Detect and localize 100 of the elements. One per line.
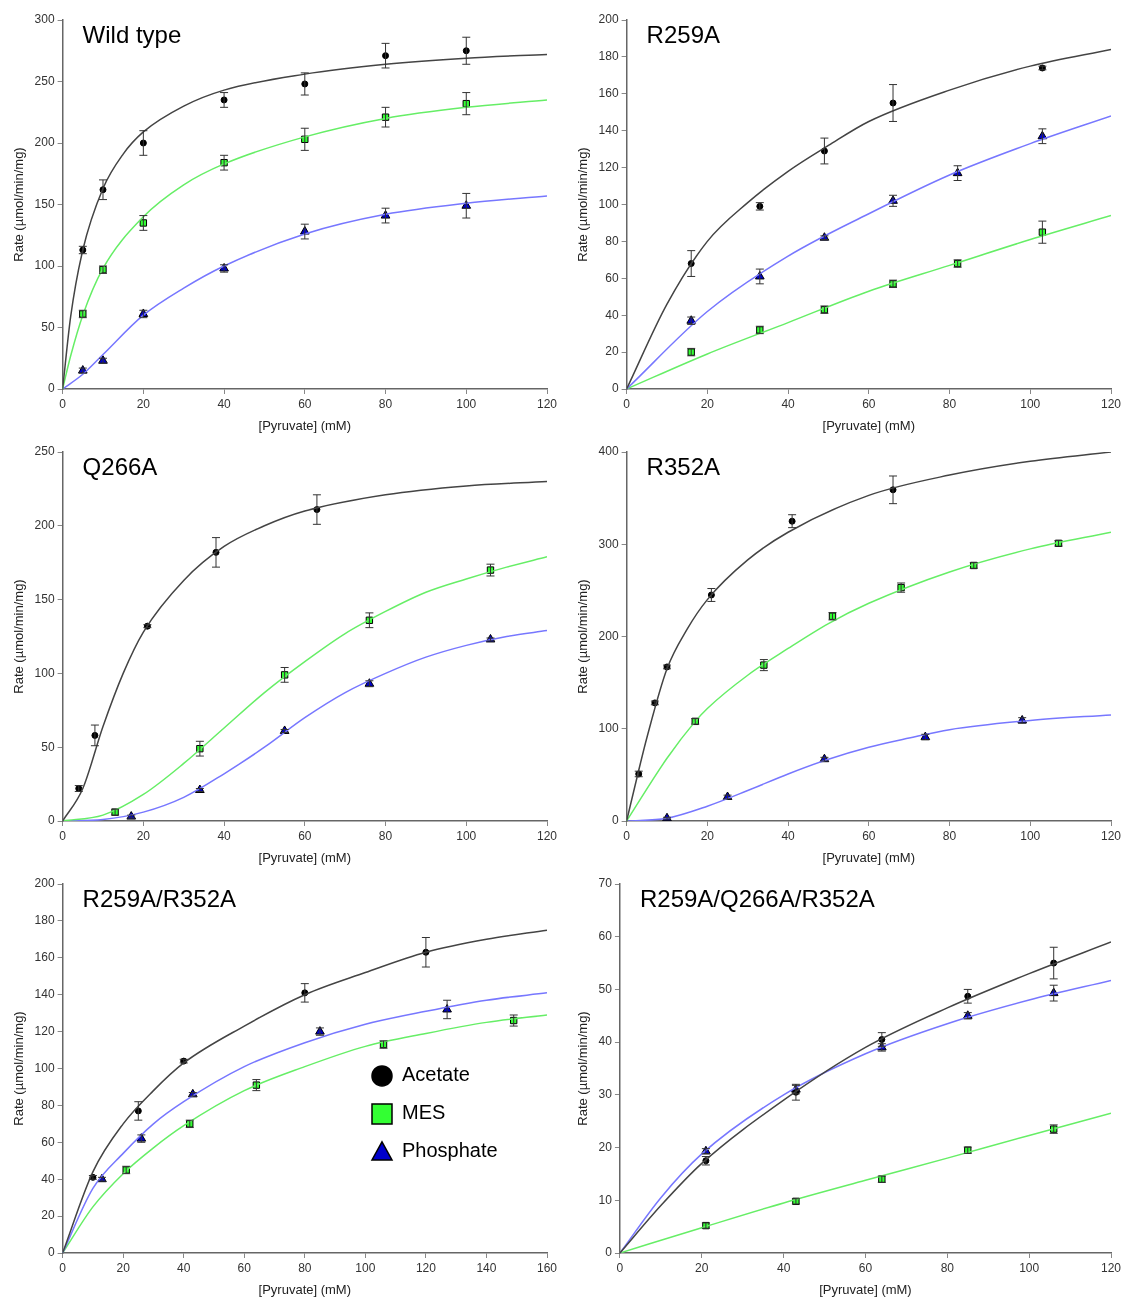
x-tick-label: 40 bbox=[776, 1260, 791, 1275]
y-tick-label: 50 bbox=[41, 739, 55, 754]
y-tick-label: 100 bbox=[34, 258, 55, 273]
x-tick-label: 80 bbox=[298, 1260, 312, 1275]
x-tick-label: 40 bbox=[177, 1260, 191, 1275]
y-tick-label: 300 bbox=[598, 536, 619, 551]
x-tick-label: 120 bbox=[1100, 396, 1122, 411]
x-tick-label: 0 bbox=[623, 828, 631, 843]
y-tick-label: 250 bbox=[34, 444, 55, 459]
y-axis-title: Rate (µmol/min/mg) bbox=[11, 1011, 27, 1126]
y-tick-label: 180 bbox=[34, 913, 55, 928]
x-tick-label: 0 bbox=[59, 828, 67, 843]
x-tick-label: 120 bbox=[536, 396, 558, 411]
y-tick-label: 100 bbox=[598, 196, 619, 211]
y-tick-label: 200 bbox=[34, 518, 55, 533]
chart-title: R259A bbox=[646, 20, 721, 48]
y-tick-label: 40 bbox=[598, 1034, 613, 1049]
y-axis-title: Rate (µmol/min/mg) bbox=[575, 1011, 591, 1126]
y-tick-label: 200 bbox=[34, 135, 55, 150]
y-tick-label: 0 bbox=[47, 813, 55, 828]
x-tick-label: 60 bbox=[862, 396, 876, 411]
y-axis-title: Rate (µmol/min/mg) bbox=[11, 579, 27, 694]
x-tick-label: 120 bbox=[1100, 1260, 1122, 1275]
chart-title: Wild type bbox=[82, 20, 182, 48]
x-tick-label: 20 bbox=[700, 828, 715, 843]
chart-title: R352A bbox=[646, 452, 721, 480]
x-tick-label: 100 bbox=[456, 828, 477, 843]
x-tick-label: 20 bbox=[695, 1260, 709, 1275]
x-tick-label: 60 bbox=[858, 1260, 873, 1275]
x-tick-label: 80 bbox=[942, 396, 957, 411]
y-tick-label: 400 bbox=[598, 444, 619, 459]
y-axis-title: Rate (µmol/min/mg) bbox=[575, 579, 591, 694]
y-tick-label: 10 bbox=[598, 1192, 613, 1207]
y-axis-title: Rate (µmol/min/mg) bbox=[575, 147, 591, 262]
y-tick-label: 250 bbox=[34, 73, 55, 88]
y-tick-label: 300 bbox=[34, 12, 55, 27]
y-tick-label: 60 bbox=[41, 1134, 55, 1149]
y-tick-label: 200 bbox=[598, 12, 619, 27]
y-tick-label: 100 bbox=[598, 721, 619, 736]
x-tick-label: 40 bbox=[217, 396, 232, 411]
y-tick-label: 80 bbox=[41, 1097, 55, 1112]
x-tick-label: 80 bbox=[942, 828, 957, 843]
x-tick-label: 160 bbox=[536, 1260, 558, 1275]
y-tick-label: 50 bbox=[41, 319, 55, 334]
legend-label: Acetate bbox=[402, 1063, 470, 1086]
x-tick-label: 80 bbox=[378, 396, 393, 411]
x-axis-title: [Pyruvate] (mM) bbox=[819, 1281, 912, 1297]
x-tick-label: 100 bbox=[1019, 1260, 1040, 1275]
y-tick-label: 0 bbox=[47, 1245, 55, 1260]
y-tick-label: 120 bbox=[34, 1023, 55, 1038]
chart-title: R259A/Q266A/R352A bbox=[639, 884, 875, 912]
y-tick-label: 20 bbox=[41, 1208, 55, 1223]
y-tick-label: 0 bbox=[611, 813, 619, 828]
x-tick-label: 20 bbox=[116, 1260, 131, 1275]
x-tick-label: 80 bbox=[378, 828, 393, 843]
x-tick-label: 60 bbox=[237, 1260, 252, 1275]
x-tick-label: 40 bbox=[781, 828, 796, 843]
legend-label: MES bbox=[402, 1101, 446, 1124]
y-tick-label: 0 bbox=[605, 1245, 613, 1260]
y-tick-label: 160 bbox=[598, 86, 619, 101]
x-tick-label: 60 bbox=[298, 828, 312, 843]
y-tick-label: 60 bbox=[605, 270, 619, 285]
x-axis-title: [Pyruvate] (mM) bbox=[822, 849, 916, 865]
x-tick-label: 60 bbox=[862, 828, 876, 843]
x-tick-label: 20 bbox=[700, 396, 715, 411]
y-tick-label: 140 bbox=[34, 987, 55, 1002]
x-tick-label: 0 bbox=[59, 1260, 67, 1275]
x-tick-label: 120 bbox=[415, 1260, 437, 1275]
x-tick-label: 0 bbox=[623, 396, 631, 411]
y-tick-label: 60 bbox=[598, 929, 613, 944]
y-tick-label: 160 bbox=[34, 950, 55, 965]
y-tick-label: 0 bbox=[611, 381, 619, 396]
x-axis-title: [Pyruvate] (mM) bbox=[258, 849, 352, 865]
chart-title: R259A/R352A bbox=[82, 884, 237, 912]
y-tick-label: 150 bbox=[34, 591, 55, 606]
y-tick-label: 80 bbox=[605, 233, 619, 248]
x-tick-label: 40 bbox=[781, 396, 796, 411]
x-tick-label: 100 bbox=[456, 396, 477, 411]
y-tick-label: 40 bbox=[605, 307, 619, 322]
y-tick-label: 50 bbox=[598, 981, 613, 996]
x-tick-label: 20 bbox=[136, 396, 151, 411]
chart-title: Q266A bbox=[82, 452, 158, 480]
y-tick-label: 40 bbox=[41, 1171, 55, 1186]
x-tick-label: 140 bbox=[476, 1260, 497, 1275]
y-tick-label: 30 bbox=[598, 1087, 613, 1102]
x-tick-label: 120 bbox=[1100, 828, 1122, 843]
x-tick-label: 80 bbox=[940, 1260, 955, 1275]
y-tick-label: 100 bbox=[34, 1060, 55, 1075]
x-tick-label: 100 bbox=[355, 1260, 376, 1275]
x-tick-label: 60 bbox=[298, 396, 312, 411]
y-tick-label: 70 bbox=[598, 876, 613, 891]
y-tick-label: 100 bbox=[34, 665, 55, 680]
x-tick-label: 20 bbox=[136, 828, 151, 843]
x-tick-label: 120 bbox=[536, 828, 558, 843]
y-tick-label: 0 bbox=[47, 381, 55, 396]
y-tick-label: 200 bbox=[598, 628, 619, 643]
x-tick-label: 0 bbox=[59, 396, 67, 411]
x-axis-title: [Pyruvate] (mM) bbox=[258, 417, 352, 433]
x-axis-title: [Pyruvate] (mM) bbox=[822, 417, 916, 433]
y-tick-label: 20 bbox=[605, 344, 619, 359]
